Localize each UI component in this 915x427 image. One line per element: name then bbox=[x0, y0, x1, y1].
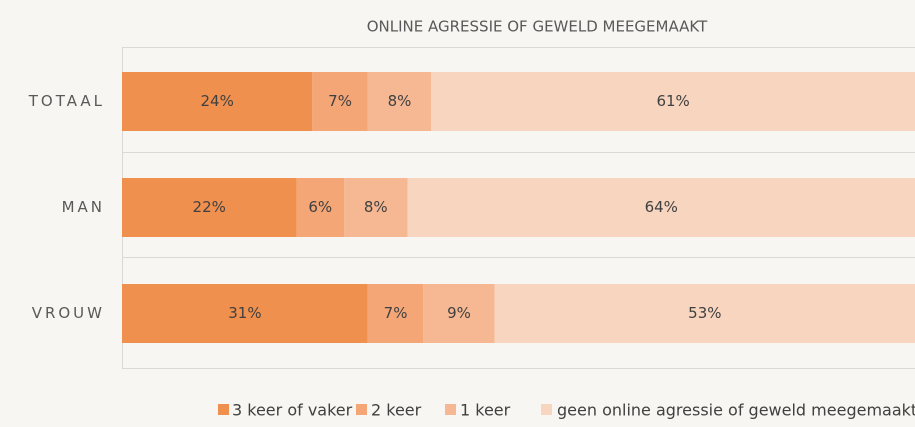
bar-segment bbox=[122, 178, 297, 237]
bar-segment bbox=[344, 178, 408, 237]
bar-segment bbox=[312, 72, 368, 131]
bar-segment bbox=[122, 284, 368, 343]
y-tick-label: MAN bbox=[62, 198, 105, 216]
data-label: 8% bbox=[364, 198, 388, 216]
legend-label: 3 keer of vaker bbox=[232, 401, 353, 420]
data-label: 22% bbox=[193, 198, 226, 216]
data-label: 7% bbox=[384, 304, 408, 322]
bar-segment bbox=[431, 72, 915, 131]
legend-swatch bbox=[445, 404, 456, 415]
bar-segment bbox=[367, 72, 432, 131]
chart-title: ONLINE AGRESSIE OF GEWELD MEEGEMAAKT bbox=[367, 18, 708, 36]
bar-segment bbox=[494, 284, 915, 343]
bar-segment bbox=[423, 284, 495, 343]
legend-label: geen online agressie of geweld meegemaak… bbox=[557, 401, 915, 420]
y-tick-label: VROUW bbox=[32, 304, 105, 322]
y-tick-label: TOTAAL bbox=[28, 92, 105, 110]
bar-segment bbox=[407, 178, 915, 237]
data-label: 9% bbox=[447, 304, 471, 322]
data-label: 24% bbox=[200, 92, 233, 110]
data-label: 53% bbox=[688, 304, 721, 322]
bar-segment bbox=[367, 284, 424, 343]
legend-swatch bbox=[356, 404, 367, 415]
data-label: 7% bbox=[328, 92, 352, 110]
legend-label: 1 keer bbox=[460, 401, 511, 420]
bar-segment bbox=[296, 178, 345, 237]
data-label: 64% bbox=[645, 198, 678, 216]
data-label: 61% bbox=[656, 92, 689, 110]
legend-swatch bbox=[541, 404, 552, 415]
data-label: 6% bbox=[308, 198, 332, 216]
legend-swatch bbox=[218, 404, 229, 415]
legend-label: 2 keer bbox=[371, 401, 422, 420]
data-label: 8% bbox=[388, 92, 412, 110]
data-label: 31% bbox=[228, 304, 261, 322]
bar-segment bbox=[122, 72, 313, 131]
